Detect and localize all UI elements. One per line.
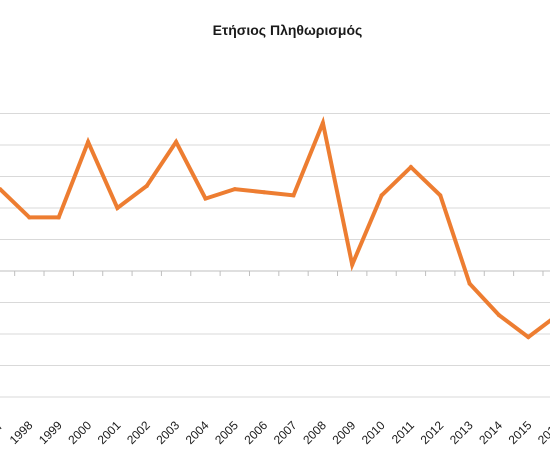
x-tick-label: 2004 xyxy=(183,418,212,447)
x-tick-label: 1999 xyxy=(36,418,65,447)
x-tick-label: 2008 xyxy=(300,418,329,447)
data-point xyxy=(232,187,237,192)
x-tick-label: 2006 xyxy=(241,418,270,447)
data-point xyxy=(27,215,32,220)
data-point xyxy=(86,139,91,144)
data-point xyxy=(438,193,443,198)
data-point xyxy=(350,262,355,267)
data-point xyxy=(56,215,61,220)
data-point xyxy=(203,196,208,201)
x-tick-label: 2005 xyxy=(212,418,241,447)
data-point xyxy=(0,187,2,192)
data-point xyxy=(467,281,472,286)
data-point xyxy=(408,165,413,170)
data-point xyxy=(174,139,179,144)
x-tick-label: 2009 xyxy=(330,418,359,447)
x-tick-label: 2015 xyxy=(506,418,535,447)
x-tick-label: 2013 xyxy=(447,418,476,447)
x-tick-label: 2000 xyxy=(65,418,94,447)
x-tick-label: 2014 xyxy=(476,418,505,447)
x-tick-label: 2016 xyxy=(535,418,550,447)
data-point xyxy=(262,190,267,195)
x-tick-label: 2012 xyxy=(418,418,447,447)
data-point xyxy=(526,335,531,340)
x-tick-label: 2002 xyxy=(124,418,153,447)
x-tick-label: 2011 xyxy=(389,418,417,446)
data-point xyxy=(291,193,296,198)
x-tick-label: 2001 xyxy=(95,418,124,447)
data-point xyxy=(115,206,120,210)
data-point xyxy=(320,120,325,125)
x-tick-label: 1997 xyxy=(0,418,6,447)
data-point xyxy=(144,183,149,188)
x-tick-label: 1998 xyxy=(7,418,36,447)
x-tick-label: 2003 xyxy=(153,418,182,447)
inflation-series-line xyxy=(0,116,550,340)
x-tick-label: 2007 xyxy=(271,418,300,447)
x-tick-label: 2010 xyxy=(359,418,388,447)
chart-title: Ετήσιος Πληθωρισμός xyxy=(212,22,363,38)
data-point xyxy=(496,313,501,318)
data-point xyxy=(379,193,384,198)
